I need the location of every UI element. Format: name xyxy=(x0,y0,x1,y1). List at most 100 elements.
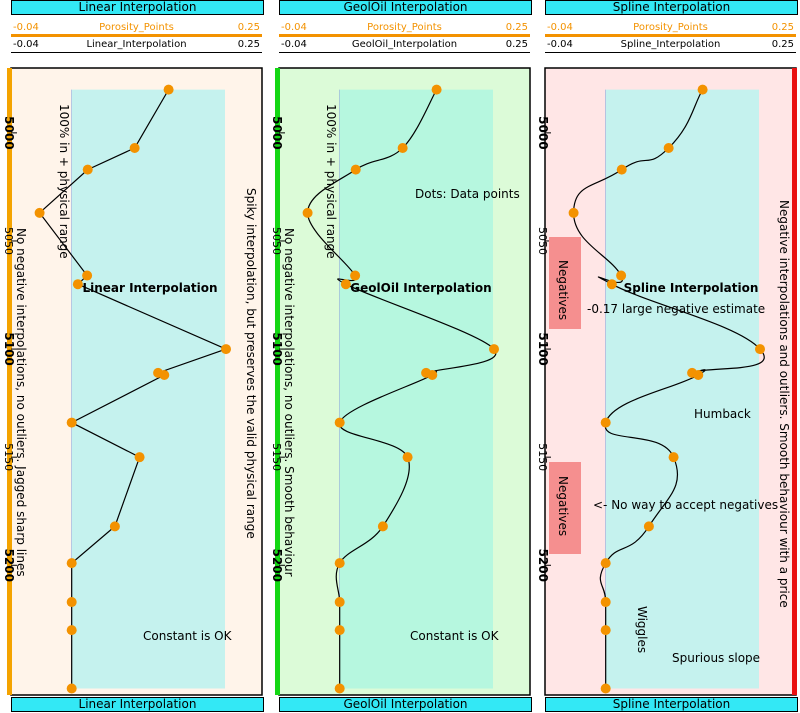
depth-tick-label: 5050 xyxy=(270,227,283,255)
header-tab-linear[interactable]: Linear Interpolation xyxy=(11,0,264,15)
data-point[interactable] xyxy=(66,417,77,428)
scale-divider xyxy=(279,52,530,53)
footer-tab-spline[interactable]: Spline Interpolation xyxy=(545,697,798,712)
depth-tick-label: 5200 xyxy=(270,549,284,582)
data-point[interactable] xyxy=(134,452,145,463)
data-point[interactable] xyxy=(340,279,351,290)
scale-divider xyxy=(11,52,262,53)
data-point[interactable] xyxy=(334,597,345,608)
data-point[interactable] xyxy=(334,625,345,636)
data-point[interactable] xyxy=(616,164,627,175)
curve-scale-spline: -0.04 Spline_Interpolation 0.25 xyxy=(545,39,796,51)
data-point[interactable] xyxy=(334,683,345,694)
data-point[interactable] xyxy=(72,279,83,290)
data-point[interactable] xyxy=(693,370,704,381)
footer-tab-linear[interactable]: Linear Interpolation xyxy=(11,697,264,712)
constant-note-linear: Constant is OK xyxy=(143,629,233,643)
track-color-band xyxy=(792,68,797,695)
data-point[interactable] xyxy=(606,279,617,290)
scale-min: -0.04 xyxy=(13,22,39,33)
negatives-area xyxy=(549,462,581,554)
data-point[interactable] xyxy=(600,683,611,694)
scale-label: Spline_Interpolation xyxy=(620,39,721,50)
data-point[interactable] xyxy=(663,142,674,153)
footer-tab-geoloil[interactable]: GeolOil Interpolation xyxy=(279,697,532,712)
depth-tick-label: 5150 xyxy=(2,443,15,471)
scale-max: 0.25 xyxy=(237,39,260,50)
data-point[interactable] xyxy=(109,521,120,532)
depth-tick-label: 5050 xyxy=(536,227,549,255)
data-point[interactable] xyxy=(600,558,611,569)
negatives-label: Negatives xyxy=(556,260,570,320)
data-point[interactable] xyxy=(302,207,313,218)
wiggles-note: Wiggles xyxy=(635,606,649,653)
data-point[interactable] xyxy=(600,625,611,636)
data-point[interactable] xyxy=(643,521,654,532)
scale-min: -0.04 xyxy=(547,22,573,33)
data-point[interactable] xyxy=(334,558,345,569)
data-point[interactable] xyxy=(221,344,231,355)
data-point[interactable] xyxy=(697,84,708,95)
data-point[interactable] xyxy=(489,344,499,355)
spurious-slope-note: Spurious slope xyxy=(672,651,760,665)
track-title-spline: Spline Interpolation xyxy=(624,281,759,295)
dots-note-geoloil: Dots: Data points xyxy=(415,187,520,201)
data-point[interactable] xyxy=(66,683,77,694)
scale-min: -0.04 xyxy=(281,22,307,33)
scale-label: Porosity_Points xyxy=(99,22,174,33)
data-point[interactable] xyxy=(66,597,77,608)
scale-label: Linear_Interpolation xyxy=(86,39,187,50)
track-title-linear: Linear Interpolation xyxy=(82,281,217,295)
left-note-linear: No negative interpolations, no outliers.… xyxy=(14,228,28,577)
data-point[interactable] xyxy=(159,370,170,381)
track-title-geoloil: GeolOil Interpolation xyxy=(350,281,491,295)
data-point[interactable] xyxy=(66,558,77,569)
data-point[interactable] xyxy=(163,84,174,95)
data-point[interactable] xyxy=(82,164,93,175)
data-point[interactable] xyxy=(350,164,361,175)
curve-scale-linear: -0.04 Linear_Interpolation 0.25 xyxy=(11,39,262,51)
depth-tick-label: 5000 xyxy=(2,116,16,149)
data-point[interactable] xyxy=(568,207,579,218)
data-point[interactable] xyxy=(377,521,388,532)
scale-max: 0.25 xyxy=(505,22,528,33)
track-geoloil: 5000 5050 5100 5150 5200 xyxy=(270,67,531,696)
depth-tick-label: 5100 xyxy=(2,332,16,365)
points-scale-geoloil: -0.04 Porosity_Points 0.25 xyxy=(279,22,530,37)
data-point[interactable] xyxy=(350,270,361,281)
negatives-label: Negatives xyxy=(556,476,570,536)
scale-min: -0.04 xyxy=(13,39,39,50)
no-negatives-note: <- No way to accept negatives xyxy=(593,498,778,512)
scale-max: 0.25 xyxy=(505,39,528,50)
left-note-geoloil: No negative interpolations, no outliers.… xyxy=(282,228,296,577)
data-point[interactable] xyxy=(616,270,627,281)
scale-label: Porosity_Points xyxy=(633,22,708,33)
data-point[interactable] xyxy=(82,270,93,281)
negative-estimate-note: -0.17 large negative estimate xyxy=(587,302,765,316)
data-point[interactable] xyxy=(600,597,611,608)
scale-max: 0.25 xyxy=(771,39,794,50)
depth-tick-label: 5000 xyxy=(270,116,284,149)
header-tab-spline[interactable]: Spline Interpolation xyxy=(545,0,798,15)
data-point[interactable] xyxy=(755,344,765,355)
constant-note-geoloil: Constant is OK xyxy=(410,629,500,643)
data-point[interactable] xyxy=(397,142,408,153)
data-point[interactable] xyxy=(34,207,45,218)
data-point[interactable] xyxy=(427,370,438,381)
scale-min: -0.04 xyxy=(547,39,573,50)
depth-tick-label: 5050 xyxy=(2,227,15,255)
right-note-linear: Spiky interpolation, but preserves the v… xyxy=(244,188,258,539)
data-point[interactable] xyxy=(334,417,345,428)
depth-tick-label: 5150 xyxy=(536,443,549,471)
depth-tick-label: 5100 xyxy=(536,332,550,365)
data-point[interactable] xyxy=(431,84,442,95)
range-note-linear: 100% in + physical range xyxy=(57,104,71,259)
data-point[interactable] xyxy=(66,625,77,636)
data-point[interactable] xyxy=(600,417,611,428)
header-tab-geoloil[interactable]: GeolOil Interpolation xyxy=(279,0,532,15)
data-point[interactable] xyxy=(668,452,679,463)
data-point[interactable] xyxy=(402,452,413,463)
range-note-geoloil: 100% in + physical range xyxy=(324,104,338,259)
humback-note: Humback xyxy=(694,407,751,421)
data-point[interactable] xyxy=(129,142,140,153)
